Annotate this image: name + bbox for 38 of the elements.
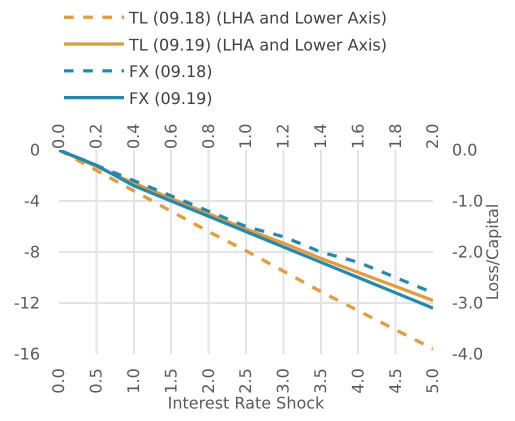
x2-tick-label: 1.2 <box>274 124 293 149</box>
x-tick-label: 0.0 <box>49 368 68 394</box>
x-tick-label: 4.5 <box>386 368 405 394</box>
x-tick-label: 2.0 <box>198 368 218 394</box>
x2-tick-label: 0.0 <box>49 124 68 149</box>
x-tick-label: 1.0 <box>124 368 143 394</box>
x2-tick-label: 0.6 <box>161 124 180 149</box>
y-tick-label: -12 <box>14 294 40 313</box>
x-tick-label: 2.5 <box>236 368 256 394</box>
x2-tick-label: 1.8 <box>386 124 405 149</box>
y2-tick-label: -3.0 <box>452 294 484 313</box>
x2-tick-label: 2.0 <box>423 124 442 149</box>
x-tick-label: 5.0 <box>423 368 442 394</box>
x2-tick-label: 0.4 <box>124 124 143 149</box>
y-tick-label: -4 <box>24 192 40 211</box>
y2-tick-label: -2.0 <box>452 242 484 262</box>
legend-label: TL (09.18) (LHA and Lower Axis) <box>128 8 388 28</box>
y2-tick-label: 0.0 <box>452 140 478 160</box>
x2-tick-label: 1.6 <box>348 124 368 149</box>
legend-label: TL (09.19) (LHA and Lower Axis) <box>128 35 388 54</box>
x-axis-title: Interest Rate Shock <box>168 394 326 413</box>
y-tick-label: -16 <box>14 344 40 364</box>
x-tick-label: 4.0 <box>348 368 368 394</box>
x2-tick-label: 1.4 <box>311 124 330 149</box>
y-tick-label: 0 <box>30 140 40 160</box>
x-tick-label: 3.5 <box>311 368 330 394</box>
x-tick-label: 3.0 <box>274 368 293 394</box>
y2-tick-label: -1.0 <box>452 192 484 211</box>
x2-tick-label: 0.8 <box>198 124 218 149</box>
legend-label: FX (09.18) <box>129 62 213 82</box>
y-tick-label: -8 <box>24 242 40 262</box>
x-tick-label: 1.5 <box>161 368 180 394</box>
y2-axis-title: Loss/Capital <box>483 204 502 300</box>
legend-label: FX (09.19) <box>129 88 213 108</box>
x2-tick-label: 1.0 <box>236 124 256 149</box>
y2-tick-label: -4.0 <box>452 344 484 364</box>
x2-tick-label: 0.2 <box>86 124 106 149</box>
x-tick-label: 0.5 <box>86 368 106 394</box>
